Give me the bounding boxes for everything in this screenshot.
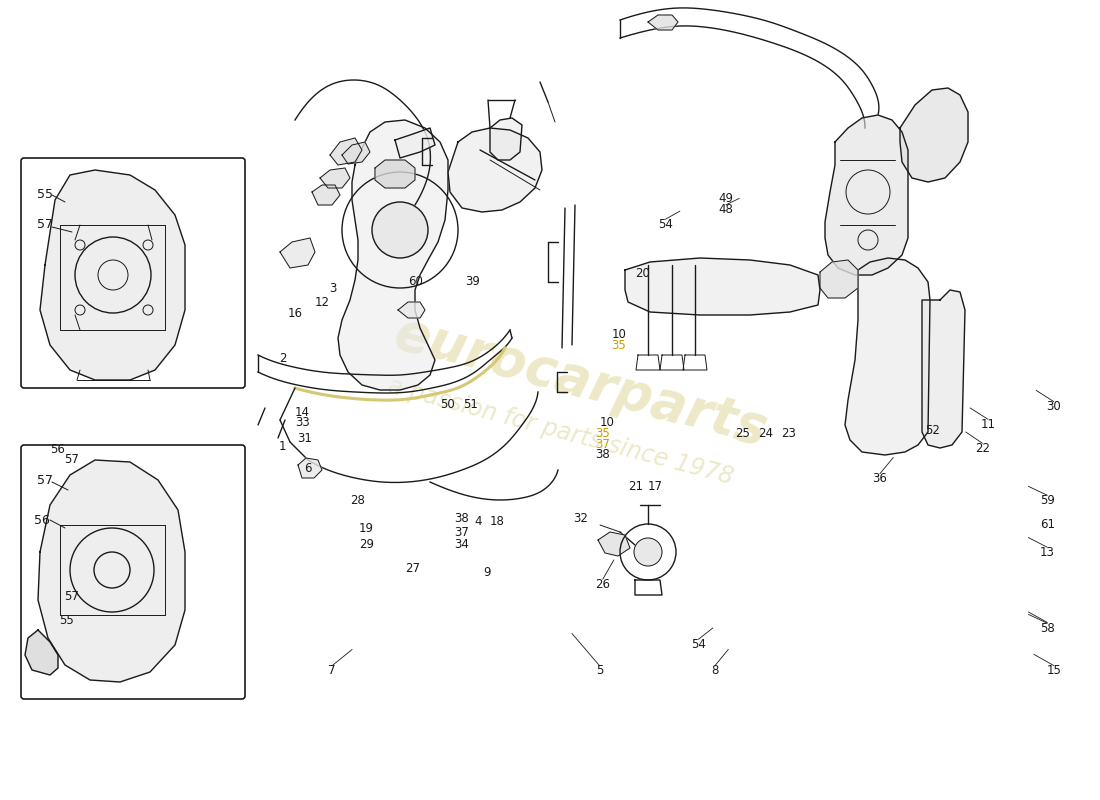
Polygon shape [922,290,965,448]
Polygon shape [280,238,315,268]
Text: 18: 18 [490,515,505,528]
Text: 54: 54 [691,638,706,650]
Text: 61: 61 [1040,518,1055,530]
Text: 34: 34 [454,538,470,550]
Text: 28: 28 [350,494,365,506]
Text: 50: 50 [440,398,455,410]
Text: 8: 8 [712,664,718,677]
Text: 26: 26 [595,578,610,590]
Polygon shape [375,160,415,188]
Polygon shape [338,120,448,390]
Text: eurocarparts: eurocarparts [387,307,772,457]
Text: 15: 15 [1046,664,1062,677]
Polygon shape [312,185,340,205]
Text: 37: 37 [454,526,470,538]
Text: 6: 6 [305,462,311,474]
Text: 57: 57 [64,454,79,466]
Text: 1: 1 [279,440,286,453]
Text: 24: 24 [758,427,773,440]
Text: 32: 32 [573,512,588,525]
Text: 36: 36 [872,472,888,485]
Text: 5: 5 [596,664,603,677]
Text: 16: 16 [287,307,303,320]
Text: 33: 33 [295,416,310,429]
Polygon shape [598,532,630,556]
Polygon shape [448,128,542,212]
Text: 48: 48 [718,203,734,216]
Text: 35: 35 [610,339,626,352]
Polygon shape [298,458,322,478]
Polygon shape [900,88,968,182]
Text: 56: 56 [34,514,50,526]
Circle shape [634,538,662,566]
FancyBboxPatch shape [21,445,245,699]
Text: 10: 10 [612,328,627,341]
Text: 60: 60 [408,275,424,288]
Polygon shape [342,142,370,164]
Text: 38: 38 [454,512,470,525]
Text: 25: 25 [735,427,750,440]
Polygon shape [398,302,425,318]
Text: 22: 22 [975,442,990,454]
Text: 56: 56 [50,443,65,456]
Text: 57: 57 [64,590,79,602]
Text: 11: 11 [980,418,996,430]
Text: 27: 27 [405,562,420,574]
Text: 59: 59 [1040,494,1055,506]
Text: a passion for parts since 1978: a passion for parts since 1978 [385,374,736,490]
Text: 57: 57 [37,474,53,486]
Text: 23: 23 [781,427,796,440]
Polygon shape [490,118,522,160]
FancyBboxPatch shape [21,158,245,388]
Text: 4: 4 [475,515,482,528]
Text: 9: 9 [484,566,491,578]
Text: 19: 19 [359,522,374,534]
Text: 30: 30 [1046,400,1062,413]
Text: 29: 29 [359,538,374,550]
Polygon shape [625,258,820,315]
Text: 51: 51 [463,398,478,410]
Polygon shape [40,170,185,380]
Text: 21: 21 [628,480,643,493]
Circle shape [372,202,428,258]
Polygon shape [825,115,908,275]
Text: 37: 37 [595,438,610,450]
Text: 49: 49 [718,192,734,205]
Text: 57: 57 [37,218,53,231]
Polygon shape [820,260,858,298]
Polygon shape [845,258,930,455]
Text: 17: 17 [648,480,663,493]
Text: 13: 13 [1040,546,1055,558]
Text: 52: 52 [925,424,940,437]
Polygon shape [320,168,350,188]
Text: 2: 2 [279,352,286,365]
Text: 10: 10 [600,416,615,429]
Polygon shape [395,128,434,158]
Text: 14: 14 [295,406,310,418]
Text: 54: 54 [658,218,673,230]
Text: 58: 58 [1040,622,1055,634]
Polygon shape [25,630,58,675]
Text: 20: 20 [635,267,650,280]
Text: 55: 55 [37,189,53,202]
Polygon shape [330,138,362,165]
Polygon shape [648,15,678,30]
Text: 12: 12 [315,296,330,309]
Text: 7: 7 [329,664,336,677]
Text: 55: 55 [58,614,74,626]
Text: 3: 3 [330,282,337,294]
Text: 31: 31 [297,432,312,445]
Polygon shape [39,460,185,682]
Text: 35: 35 [595,427,610,440]
Text: 39: 39 [465,275,481,288]
Text: 38: 38 [595,448,610,461]
